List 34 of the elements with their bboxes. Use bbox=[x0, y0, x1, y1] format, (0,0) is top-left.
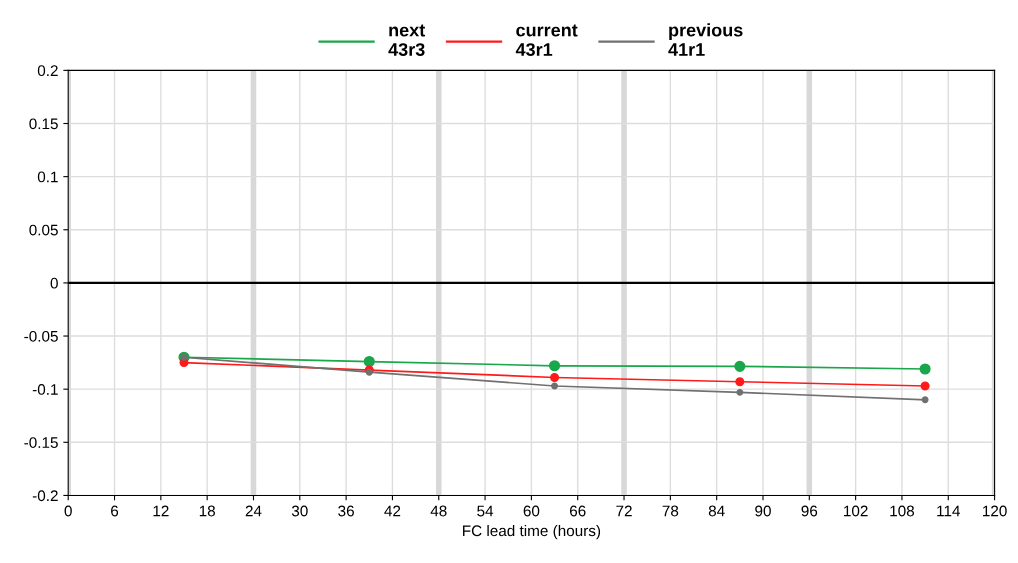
legend-label: next 43r3 bbox=[388, 24, 426, 56]
x-tick-label: 36 bbox=[338, 505, 354, 517]
x-tick-label: 42 bbox=[384, 505, 401, 517]
y-tick-label: -0.1 bbox=[32, 384, 58, 395]
legend-label: current 43r1 bbox=[515, 24, 578, 56]
x-tick-label: 84 bbox=[708, 505, 725, 517]
x-tick-label: 6 bbox=[111, 505, 119, 517]
y-tick-label: 0.2 bbox=[37, 65, 58, 77]
y-tick-label: 0 bbox=[50, 277, 58, 289]
y-tick-label: 0.15 bbox=[29, 118, 58, 130]
x-tick-label: 12 bbox=[153, 505, 169, 517]
y-tick-label: -0.2 bbox=[32, 490, 58, 502]
legend-label: previous 41r1 bbox=[668, 23, 743, 56]
x-tick-label: 102 bbox=[844, 505, 868, 517]
x-tick-label: 24 bbox=[245, 505, 262, 517]
x-tick-label: 108 bbox=[890, 505, 915, 517]
x-tick-label: 48 bbox=[430, 505, 447, 517]
y-tick-label: -0.05 bbox=[24, 330, 58, 342]
x-tick-label: 66 bbox=[569, 505, 586, 517]
x-tick-label: 90 bbox=[755, 505, 771, 517]
x-tick-label: 54 bbox=[477, 505, 494, 517]
x-tick-label: 96 bbox=[801, 505, 818, 517]
x-axis-title: FC lead time (hours) bbox=[463, 524, 601, 540]
y-tick-label: 0.1 bbox=[37, 171, 58, 183]
x-tick-label: 78 bbox=[662, 505, 679, 517]
x-tick-label: 60 bbox=[523, 505, 540, 517]
y-tick-label: -0.15 bbox=[24, 437, 58, 448]
x-tick-label: 18 bbox=[199, 505, 215, 517]
x-tick-label: 30 bbox=[291, 505, 308, 517]
y-tick-label: 0.05 bbox=[29, 224, 58, 236]
x-tick-label: 114 bbox=[937, 505, 960, 517]
x-tick-label: 120 bbox=[983, 505, 1007, 517]
x-tick-label: 72 bbox=[616, 505, 632, 517]
x-tick-label: 0 bbox=[64, 505, 72, 517]
